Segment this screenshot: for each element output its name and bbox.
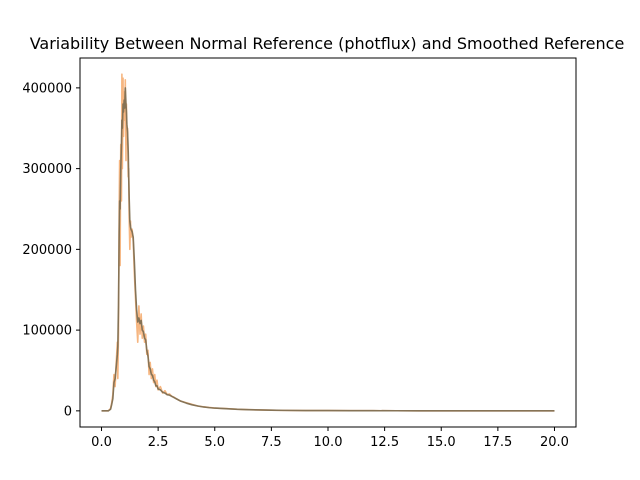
series-line-2 <box>101 87 555 412</box>
x-tick-label: 7.5 <box>261 435 282 450</box>
x-tick-label: 5.0 <box>204 435 225 450</box>
y-tick-label: 0 <box>64 404 72 419</box>
y-tick-label: 400000 <box>22 81 72 96</box>
x-tick-label: 17.5 <box>483 435 512 450</box>
x-tick-label: 15.0 <box>427 435 456 450</box>
x-axis: 0.0 2.5 5.0 7.5 10.0 12.5 15.0 17.5 20.0 <box>91 427 569 450</box>
x-tick-label: 10.0 <box>314 435 343 450</box>
x-tick-label: 2.5 <box>148 435 169 450</box>
x-tick-label: 0.0 <box>91 435 112 450</box>
series-layer <box>101 73 555 412</box>
x-tick-label: 20.0 <box>540 435 569 450</box>
x-tick-label: 12.5 <box>370 435 399 450</box>
y-tick-label: 100000 <box>22 324 72 339</box>
y-tick-label: 200000 <box>22 243 72 258</box>
y-axis: 0 100000 200000 300000 400000 <box>22 81 80 419</box>
y-tick-label: 300000 <box>22 162 72 177</box>
chart-title: Variability Between Normal Reference (ph… <box>30 34 625 53</box>
